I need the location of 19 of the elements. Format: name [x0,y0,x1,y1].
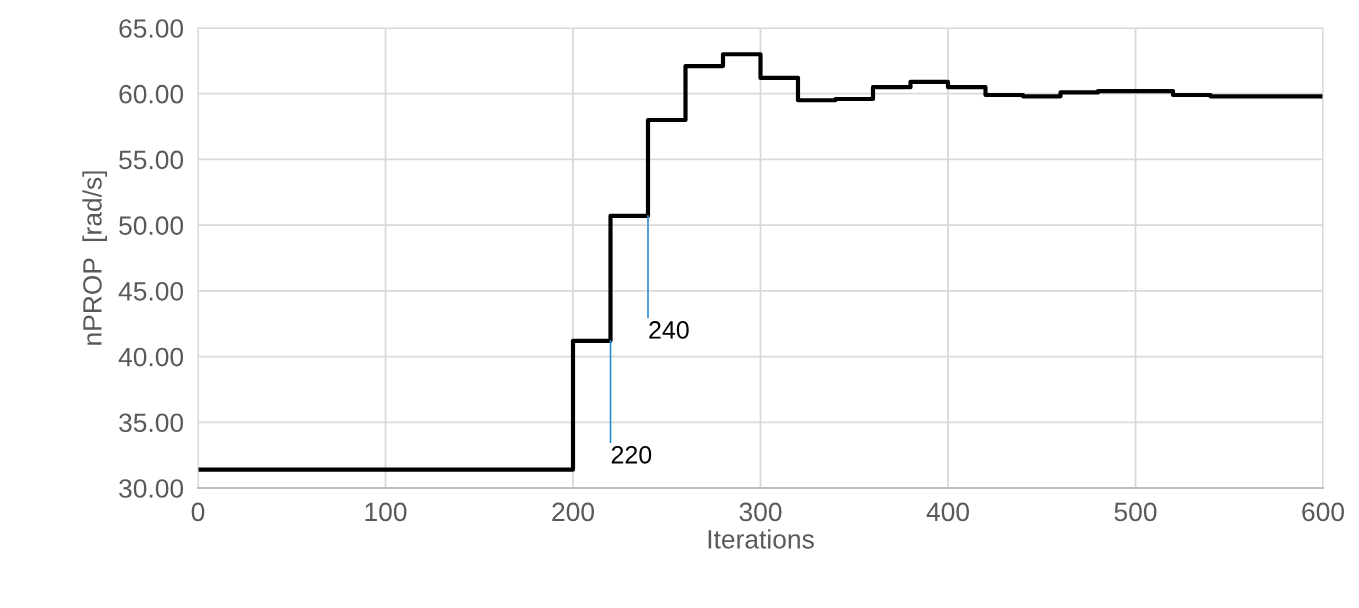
x-tick-label: 500 [1114,502,1157,522]
x-axis-title: Iterations [708,529,814,549]
y-tick-label: 60.00 [119,84,184,104]
y-tick-label: 30.00 [119,479,184,498]
y-tick-label: 45.00 [118,281,184,301]
annotation: 240 [649,321,689,339]
x-tick-label: 200 [552,502,594,522]
annotation: 220 [611,445,652,464]
x-tick-label: 600 [1302,502,1344,522]
y-tick-label: 50.00 [119,216,184,235]
x-tick-label: 300 [739,502,782,522]
y-axis-title: nPROP [rad/s] [82,171,107,345]
x-tick-label: 0 [191,502,205,522]
y-tick-label: 65.00 [119,19,184,38]
y-tick-label: 55.00 [119,150,184,170]
y-tick-label: 40.00 [118,347,184,367]
x-tick-label: 400 [926,502,969,522]
y-tick-label: 35.00 [119,413,184,433]
x-tick-label: 100 [365,502,407,522]
